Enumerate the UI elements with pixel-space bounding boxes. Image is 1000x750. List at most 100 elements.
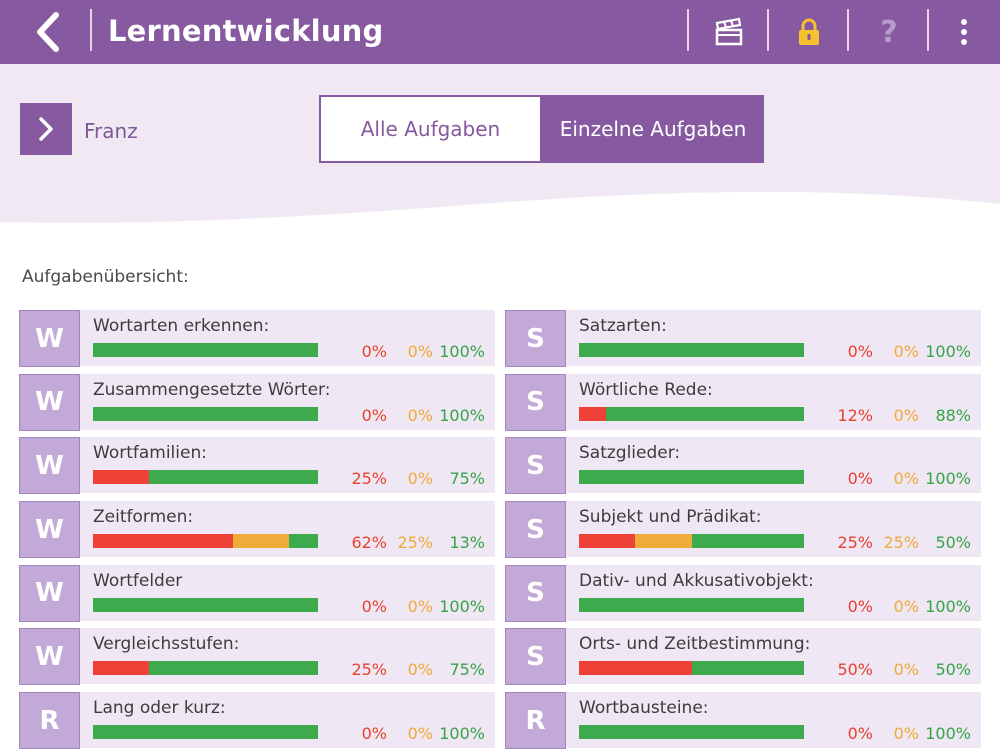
progress-bar — [579, 534, 804, 549]
header-divider — [90, 9, 92, 51]
more-menu-button[interactable] — [931, 0, 997, 64]
percent-wrong: 0% — [847, 724, 873, 744]
percent-partial: 0% — [407, 596, 433, 616]
progress-bar — [93, 343, 318, 357]
task-type-badge: W — [19, 501, 80, 559]
progress-bar — [579, 597, 804, 612]
progress-segment-correct — [579, 470, 804, 485]
percent-correct: 13% — [449, 533, 485, 553]
task-card[interactable]: W Wortfelder 0% 0% 100% — [19, 564, 495, 622]
progress-segment-correct — [579, 725, 804, 740]
task-type-badge: S — [505, 373, 566, 431]
task-type-badge: S — [505, 437, 566, 495]
progress-segment-correct — [691, 534, 804, 549]
task-card[interactable]: S Wörtliche Rede: 12% 0% 88% — [505, 373, 981, 431]
task-card[interactable]: W Zusammengesetzte Wörter: 0% 0% 100% — [19, 373, 495, 431]
progress-bar — [93, 534, 318, 549]
task-name: Wortarten erkennen: — [93, 316, 270, 336]
tab-all-tasks[interactable]: Alle Aufgaben — [319, 95, 542, 163]
percent-wrong: 0% — [361, 596, 387, 616]
progress-segment-correct — [691, 661, 804, 676]
back-button[interactable] — [12, 0, 82, 64]
task-type-badge: S — [505, 628, 566, 686]
progress-segment-correct — [93, 597, 318, 612]
progress-bar — [93, 597, 318, 612]
help-button[interactable]: ? — [851, 0, 927, 64]
progress-segment-correct — [93, 406, 318, 421]
task-card[interactable]: S Orts- und Zeitbestimmung: 50% 0% 50% — [505, 628, 981, 686]
percent-wrong: 0% — [361, 724, 387, 744]
task-name: Zusammengesetzte Wörter: — [93, 379, 331, 400]
percent-wrong: 25% — [351, 660, 387, 680]
percent-partial: 0% — [893, 724, 919, 744]
task-card[interactable]: R Wortbausteine: 0% 0% 100% — [505, 692, 981, 750]
progress-segment-correct — [149, 661, 318, 676]
progress-bar — [93, 725, 318, 740]
task-card[interactable]: S Subjekt und Prädikat: 25% 25% 50% — [505, 501, 981, 559]
progress-bar — [579, 343, 804, 357]
more-vertical-icon — [961, 19, 967, 45]
percent-correct: 100% — [439, 596, 485, 616]
progress-bar — [579, 406, 804, 421]
percent-partial: 0% — [407, 405, 433, 425]
header-divider — [767, 9, 769, 51]
percent-wrong: 0% — [361, 342, 387, 361]
progress-segment-wrong — [93, 534, 233, 549]
percent-partial: 0% — [407, 660, 433, 680]
progress-segment-correct — [579, 597, 804, 612]
percent-correct: 100% — [439, 342, 485, 361]
task-name: Satzglieder: — [579, 443, 681, 464]
task-name: Subjekt und Prädikat: — [579, 507, 762, 528]
task-card[interactable]: W Wortarten erkennen: 0% 0% 100% — [19, 310, 495, 367]
lock-button[interactable] — [771, 0, 847, 64]
percent-wrong: 25% — [351, 469, 387, 489]
task-card[interactable]: R Lang oder kurz: 0% 0% 100% — [19, 692, 495, 750]
percent-correct: 50% — [935, 660, 971, 680]
task-name: Wörtliche Rede: — [579, 379, 713, 400]
percent-wrong: 12% — [837, 405, 873, 425]
back-icon — [37, 12, 59, 52]
student-name[interactable]: Franz — [84, 119, 138, 143]
percent-correct: 100% — [439, 405, 485, 425]
task-name: Wortfelder — [93, 570, 183, 591]
task-type-badge: S — [505, 564, 566, 622]
task-name: Dativ- und Akkusativobjekt: — [579, 570, 814, 591]
progress-segment-wrong — [93, 661, 150, 676]
percent-correct: 100% — [925, 724, 971, 744]
percent-correct: 75% — [449, 660, 485, 680]
progress-segment-correct — [579, 343, 804, 357]
progress-segment-partial — [635, 534, 692, 549]
percent-correct: 100% — [439, 724, 485, 744]
header-divider — [687, 9, 689, 51]
chevron-right-icon — [39, 117, 53, 141]
app-header: Lernentwicklung ? — [0, 0, 1000, 64]
percent-wrong: 0% — [847, 469, 873, 489]
percent-partial: 0% — [407, 724, 433, 744]
task-card[interactable]: S Dativ- und Akkusativobjekt: 0% 0% 100% — [505, 564, 981, 622]
task-type-badge: S — [505, 501, 566, 559]
tab-single-tasks[interactable]: Einzelne Aufgaben — [542, 95, 764, 163]
task-card[interactable]: S Satzarten: 0% 0% 100% — [505, 310, 981, 367]
percent-partial: 0% — [893, 596, 919, 616]
video-button[interactable] — [691, 0, 767, 64]
task-card[interactable]: W Vergleichsstufen: 25% 0% 75% — [19, 628, 495, 686]
header-divider — [847, 9, 849, 51]
task-card[interactable]: S Satzglieder: 0% 0% 100% — [505, 437, 981, 495]
task-list-left: W Wortarten erkennen: 0% 0% 100% W Zusam… — [19, 310, 495, 750]
progress-segment-correct — [93, 343, 318, 357]
percent-wrong: 50% — [837, 660, 873, 680]
task-name: Zeitformen: — [93, 507, 194, 528]
percent-partial: 25% — [883, 533, 919, 553]
task-card[interactable]: W Zeitformen: 62% 25% 13% — [19, 501, 495, 559]
progress-bar — [579, 725, 804, 740]
task-list-right: S Satzarten: 0% 0% 100% S Wörtliche Rede… — [505, 310, 981, 750]
progress-segment-wrong — [93, 470, 150, 485]
task-card[interactable]: W Wortfamilien: 25% 0% 75% — [19, 437, 495, 495]
student-select-button[interactable] — [20, 103, 72, 155]
progress-segment-correct — [606, 406, 804, 421]
percent-partial: 0% — [893, 469, 919, 489]
task-name: Satzarten: — [579, 316, 667, 336]
percent-partial: 25% — [397, 533, 433, 553]
section-title: Aufgabenübersicht: — [22, 267, 189, 287]
percent-partial: 0% — [407, 342, 433, 361]
